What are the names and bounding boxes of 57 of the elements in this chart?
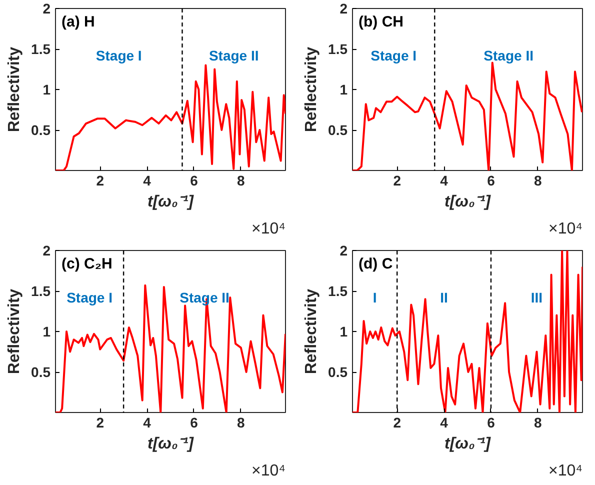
x-tick-label: 4: [143, 172, 152, 188]
text: ×10⁴: [251, 220, 286, 238]
x-axis-title: t[ω₀⁻¹]: [444, 436, 492, 452]
x-tick-label: 2: [96, 172, 104, 188]
y-tick-label: 2: [340, 0, 348, 16]
y-tick-label: 0.5: [328, 364, 348, 380]
y-tick-label: 2: [340, 242, 348, 258]
x-axis-title: t[ω₀⁻¹]: [148, 436, 194, 452]
annotation: Stage II: [484, 47, 534, 64]
x-tick-label: 6: [190, 414, 198, 430]
y-tick-label: 0.5: [328, 122, 348, 138]
x-tick-label: 2: [393, 172, 402, 188]
y-tick-label: 1: [340, 324, 348, 340]
chart-title: (c) C₂H: [62, 256, 112, 272]
y-tick-label: 1.5: [31, 283, 51, 299]
x-tick-label: 4: [440, 172, 448, 188]
y-axis-title: Reflectivity: [6, 46, 24, 132]
y-tick-label: 1.5: [328, 41, 348, 57]
y-tick-label: 1: [42, 82, 51, 98]
annotation: III: [530, 289, 543, 306]
chart-title: (a) H: [62, 14, 95, 30]
x-tick-label: 8: [534, 414, 542, 430]
annotation: Stage II: [180, 289, 230, 306]
x-tick-label: 2: [393, 414, 402, 430]
x-tick-label: 8: [534, 172, 542, 188]
x-tick-label: 2: [96, 414, 104, 430]
x-tick-label: 8: [237, 414, 246, 430]
text: ×10⁴: [548, 462, 583, 480]
annotation: Stage I: [96, 47, 142, 64]
y-tick-label: 2: [42, 242, 51, 258]
x-tick-label: 6: [487, 172, 496, 188]
x-axis-title: t[ω₀⁻¹]: [444, 194, 492, 210]
x-tick-label: 4: [440, 414, 448, 430]
text: ×10⁴: [548, 220, 583, 238]
annotation: II: [440, 289, 448, 306]
y-tick-label: 0.5: [31, 364, 51, 380]
y-axis-title: Reflectivity: [303, 288, 320, 374]
y-tick-label: 0.5: [31, 122, 51, 138]
y-tick-label: 2: [42, 0, 51, 16]
annotation: Stage I: [66, 289, 112, 306]
annotation: Stage II: [208, 47, 259, 64]
x-tick-label: 8: [237, 172, 246, 188]
chart-title: (d) C: [358, 256, 393, 272]
y-axis-title: Reflectivity: [303, 46, 320, 132]
y-tick-label: 1.5: [31, 41, 51, 57]
annotation: I: [372, 289, 377, 306]
chart-title: (b) CH: [358, 14, 404, 30]
annotation: Stage I: [370, 47, 417, 64]
y-tick-label: 1: [42, 324, 51, 340]
x-axis-title: t[ω₀⁻¹]: [148, 194, 194, 210]
x-tick-label: 6: [487, 414, 496, 430]
y-tick-label: 1.5: [328, 283, 348, 299]
y-tick-label: 1: [340, 82, 348, 98]
x-tick-label: 6: [190, 172, 198, 188]
text: ×10⁴: [251, 462, 286, 480]
y-axis-title: Reflectivity: [6, 288, 24, 374]
x-tick-label: 4: [143, 414, 152, 430]
